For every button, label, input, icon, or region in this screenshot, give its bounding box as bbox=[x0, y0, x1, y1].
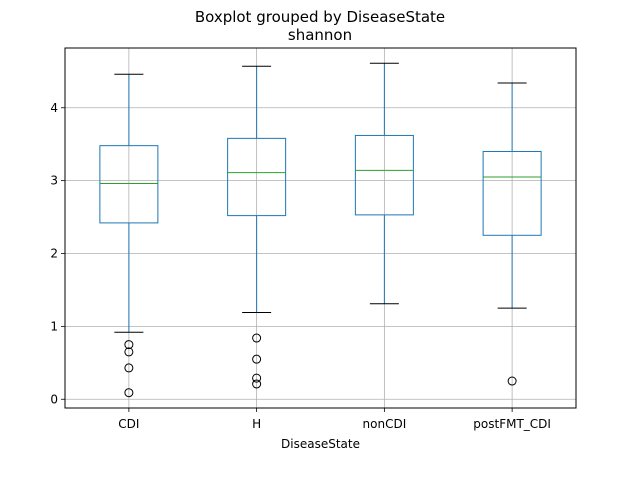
plot-frame bbox=[64, 47, 577, 409]
outlier-point bbox=[507, 376, 517, 386]
outlier-point bbox=[252, 333, 262, 343]
box-group-postfmt-cdi bbox=[482, 82, 542, 386]
chart-title: Boxplot grouped by DiseaseState bbox=[195, 8, 445, 26]
outlier-point bbox=[252, 373, 262, 383]
outlier-point bbox=[252, 354, 262, 364]
x-tick-label: nonCDI bbox=[363, 417, 407, 431]
x-axis-label: DiseaseState bbox=[281, 437, 360, 451]
iqr-box bbox=[354, 134, 414, 216]
box-group-noncdi bbox=[354, 62, 414, 305]
outlier-point bbox=[124, 340, 134, 350]
x-tick-label: postFMT_CDI bbox=[473, 417, 551, 431]
iqr-box bbox=[227, 137, 287, 217]
outlier-point bbox=[124, 363, 134, 373]
iqr-box bbox=[99, 145, 159, 224]
x-tick-label: H bbox=[252, 417, 261, 431]
y-tick-label: 0 bbox=[50, 392, 58, 406]
box-group-cdi bbox=[99, 73, 159, 398]
outlier-point bbox=[124, 388, 134, 398]
chart-subtitle: shannon bbox=[288, 26, 352, 44]
y-tick-label: 4 bbox=[50, 101, 58, 115]
y-tick-label: 1 bbox=[50, 319, 58, 333]
outlier-point bbox=[124, 347, 134, 357]
outlier-point bbox=[252, 379, 262, 389]
x-tick-label: CDI bbox=[118, 417, 139, 431]
box-layer bbox=[99, 62, 542, 398]
y-tick-label: 2 bbox=[50, 247, 58, 261]
box-group-h bbox=[227, 65, 287, 389]
y-tick-label: 3 bbox=[50, 174, 58, 188]
iqr-box bbox=[482, 150, 542, 236]
